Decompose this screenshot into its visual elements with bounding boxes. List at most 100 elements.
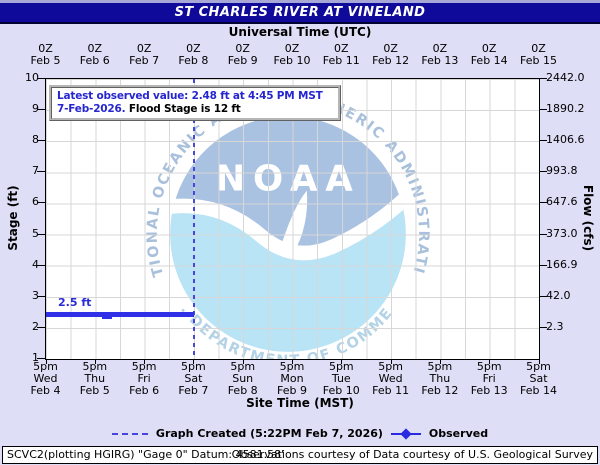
top-axis-title: Universal Time (UTC) xyxy=(228,25,372,39)
bottom-axis-time-label: 5pm xyxy=(328,360,354,373)
station-info-text: SCVC2(plotting HGIRG) "Gage 0" Datum: 45… xyxy=(7,448,285,461)
bottom-axis-date-label: Feb 8 xyxy=(227,384,258,397)
flow-tick-label: 647.6 xyxy=(546,195,578,209)
top-axis-hour-label: 0Z xyxy=(235,42,250,55)
bottom-axis-major-tick xyxy=(242,357,244,364)
top-axis-date-label: Feb 7 xyxy=(129,54,160,67)
top-axis-date-label: Feb 12 xyxy=(372,54,410,67)
graph-created-dash-sample xyxy=(111,432,148,435)
stage-tick-label: 9 xyxy=(32,102,39,116)
bottom-axis-dow-label: Sat xyxy=(184,372,203,385)
bottom-axis-date-label: Feb 11 xyxy=(372,384,410,397)
observed-data-dip xyxy=(102,317,112,319)
footer-bar: SCVC2(plotting HGIRG) "Gage 0" Datum: 45… xyxy=(2,446,598,464)
bottom-axis-dow-label: Thu xyxy=(84,372,106,385)
annotation-flood-stage: Flood Stage is 12 ft xyxy=(125,103,241,115)
observed-legend-marker xyxy=(390,432,421,435)
bottom-axis-time-label: 5pm xyxy=(476,360,502,373)
observed-value-label: 2.5 ft xyxy=(58,296,92,309)
bottom-axis-major-tick xyxy=(292,357,293,364)
top-axis-hour-label: 0Z xyxy=(284,42,300,55)
flow-tick-label: 2442.0 xyxy=(546,71,585,84)
stage-tick-mark xyxy=(37,202,45,204)
page-title: ST CHARLES RIVER AT VINELAND xyxy=(0,3,600,24)
bottom-axis-title: Site Time (MST) xyxy=(246,396,354,410)
stage-tick-label: 2 xyxy=(32,319,39,333)
observed-legend-label: Observed xyxy=(428,427,489,440)
bottom-axis-major-tick xyxy=(94,357,96,364)
stage-tick-mark xyxy=(37,264,45,266)
top-axis-date-label: Feb 8 xyxy=(178,54,209,67)
bottom-axis-time-label: 5pm xyxy=(230,360,256,373)
top-axis-hour-label: 0Z xyxy=(383,42,398,55)
bottom-axis-time-label: 5pm xyxy=(33,360,58,373)
flow-tick-mark xyxy=(539,140,547,142)
bottom-axis-dow-label: Sun xyxy=(232,372,254,385)
stage-tick-label: 10 xyxy=(25,71,39,84)
bottom-axis-major-tick xyxy=(489,357,491,364)
right-axis-title: Flow (cfs) xyxy=(581,184,595,252)
flow-tick-label: 166.9 xyxy=(546,257,578,271)
bottom-axis-date-label: Feb 13 xyxy=(470,384,508,397)
top-axis-hour-label: 0Z xyxy=(481,42,497,55)
bottom-axis-major-tick xyxy=(341,357,343,364)
stage-tick-mark xyxy=(37,326,45,328)
logo-acronym-text: NOAA xyxy=(215,159,360,200)
stage-tick-mark xyxy=(37,358,45,359)
bottom-axis-dow-label: Wed xyxy=(378,372,403,385)
top-axis-hour-label: 0Z xyxy=(531,42,546,55)
top-axis-hour-label: 0Z xyxy=(87,42,103,55)
bottom-axis-date-label: Feb 12 xyxy=(421,384,459,397)
top-axis-date-label: Feb 15 xyxy=(520,54,557,67)
stage-tick-mark xyxy=(37,171,45,173)
top-axis-hour-label: 0Z xyxy=(136,42,152,55)
flow-tick-mark xyxy=(539,202,547,204)
bottom-axis-date-label: Feb 5 xyxy=(79,384,110,397)
bottom-axis-time-label: 5pm xyxy=(526,360,551,373)
bottom-axis-dow-label: Mon xyxy=(280,372,304,385)
observed-data-line xyxy=(46,312,194,317)
bottom-axis-dow-label: Sat xyxy=(529,372,548,385)
top-axis-date-label: Feb 13 xyxy=(421,54,459,67)
top-axis-hour-label: 0Z xyxy=(432,42,448,55)
graph-created-label: Graph Created (5:22PM Feb 7, 2026) xyxy=(155,427,383,440)
bottom-axis-major-tick xyxy=(538,357,540,364)
bottom-axis-dow-label: Fri xyxy=(137,372,151,385)
stage-tick-mark xyxy=(37,295,45,297)
flow-tick-label: 373.0 xyxy=(546,226,578,240)
stage-tick-label: 5 xyxy=(32,226,39,240)
flow-tick-label: 993.8 xyxy=(546,164,578,178)
stage-tick-label: 8 xyxy=(32,133,39,147)
bottom-axis-time-label: 5pm xyxy=(82,360,108,373)
top-axis-date-label: Feb 10 xyxy=(273,54,311,67)
bottom-axis-major-tick xyxy=(193,357,195,364)
top-axis-date-label: Feb 11 xyxy=(322,54,360,67)
left-axis-title: Stage (ft) xyxy=(6,185,20,251)
bottom-axis-time-label: 5pm xyxy=(181,360,206,373)
bottom-axis-dow-label: Thu xyxy=(429,372,451,385)
data-courtesy-text: Observations courtesy of Data courtesy o… xyxy=(231,448,593,461)
bottom-axis-date-label: Feb 4 xyxy=(30,384,61,397)
top-axis-hour-label: 0Z xyxy=(38,42,53,55)
flow-tick-mark xyxy=(539,78,547,79)
bottom-axis-dow-label: Wed xyxy=(33,372,58,385)
flow-tick-label: 1406.6 xyxy=(546,133,585,147)
annotation-date: 7-Feb-2026. xyxy=(57,103,126,115)
stage-tick-label: 3 xyxy=(32,288,39,302)
flow-tick-label: 42.0 xyxy=(546,288,571,302)
top-axis-date-label: Feb 14 xyxy=(470,54,508,67)
flow-tick-mark xyxy=(539,171,547,173)
flow-tick-mark xyxy=(539,295,547,297)
flow-tick-label: 1890.2 xyxy=(546,102,585,116)
stage-tick-label: 7 xyxy=(32,164,39,178)
bottom-axis-time-label: 5pm xyxy=(378,360,403,373)
stage-tick-mark xyxy=(37,140,45,142)
top-axis-hour-label: 0Z xyxy=(334,42,349,55)
stage-tick-mark xyxy=(37,233,45,235)
stage-tick-label: 4 xyxy=(32,257,39,271)
bottom-axis-major-tick xyxy=(45,357,47,364)
stage-tick-label: 6 xyxy=(32,195,39,209)
bottom-axis-time-label: 5pm xyxy=(131,360,157,373)
bottom-axis-date-label: Feb 7 xyxy=(178,384,209,397)
